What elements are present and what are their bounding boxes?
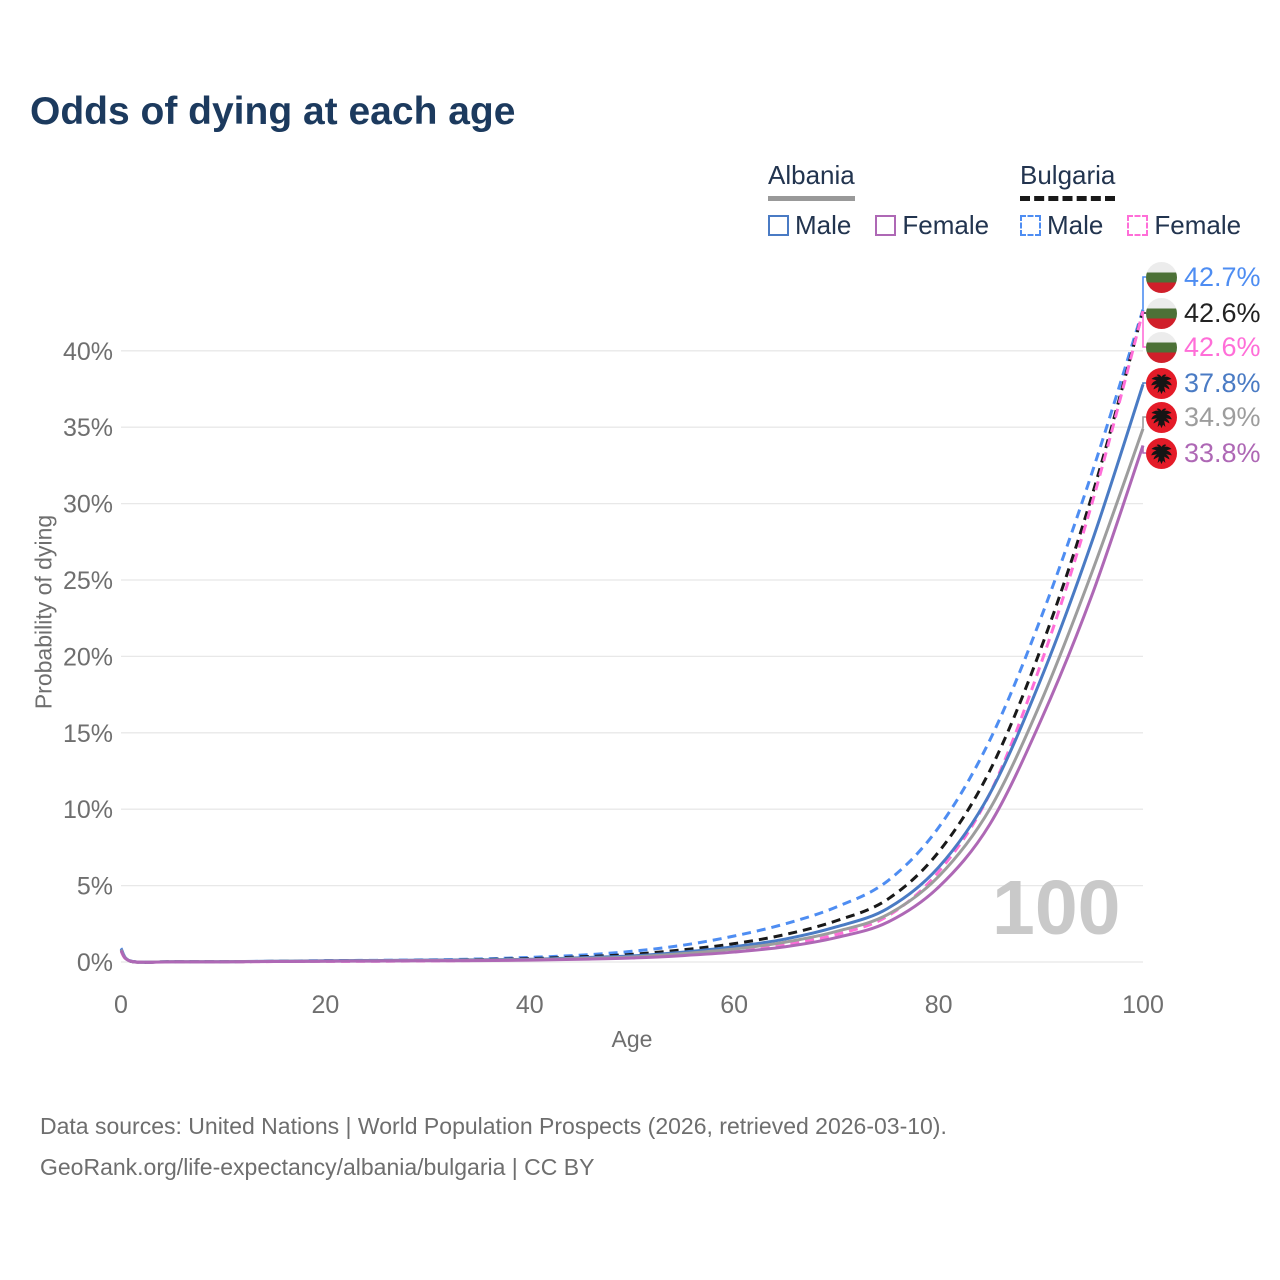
legend-label-bulgaria-female: Female [1154,210,1242,240]
end-label-connector [1142,382,1146,385]
end-label-connector [1142,311,1146,348]
end-label-value: 33.8% [1184,437,1261,468]
end-label-bulgaria-male: 42.7% [1146,261,1261,293]
legend-label-albania-female: Female [902,210,990,240]
end-label-bulgaria-female: 42.6% [1146,331,1261,363]
legend-label-bulgaria-male: Male [1047,210,1104,240]
albania-flag-icon [1146,367,1177,399]
y-tick-label: 20% [63,643,113,671]
legend-swatch-bulgaria-female-icon [1127,215,1149,236]
end-label-connector [1142,416,1146,429]
footer: Data sources: United Nations | World Pop… [40,1106,947,1188]
y-tick-label: 25% [63,567,113,595]
series-line-albania-female[interactable] [119,445,1145,964]
end-label-albania-both-sexes: 34.9% [1146,401,1261,433]
page-title: Odds of dying at each age [30,90,516,133]
end-label-value: 42.7% [1184,261,1261,292]
end-label-value: 42.6% [1184,331,1261,362]
legend-item-bulgaria-male[interactable]: Male [1020,210,1103,241]
x-tick-label: 80 [925,991,953,1019]
footer-data-sources: Data sources: United Nations | World Pop… [40,1113,947,1139]
legend-group-bulgaria: Bulgaria Male Female [1020,160,1241,241]
end-label-value: 37.8% [1184,367,1261,398]
y-tick-label: 5% [77,873,113,901]
line-chart: 0% 5% 10% 15% 20% 25% 30% 35% 40% 0 20 40 60 80 100 [63,276,1164,1019]
y-axis-title: Probability of dying [30,514,57,710]
series-line-albania-both-sexes[interactable] [119,428,1145,964]
watermark-age-100: 100 [992,865,1121,951]
x-axis-title: Age [611,1026,653,1052]
legend-country-albania: Albania [768,160,855,201]
legend-item-bulgaria-female[interactable]: Female [1127,210,1241,241]
x-tick-label: 60 [720,991,748,1019]
legend-item-albania-male[interactable]: Male [768,210,851,241]
end-label-connector [1142,276,1146,310]
series-line-albania-male[interactable] [119,383,1145,964]
bulgaria-flag-icon [1146,261,1177,293]
legend-group-albania: Albania Male Female [768,160,989,241]
legend-item-albania-female[interactable]: Female [875,210,989,241]
x-tick-label: 40 [516,991,544,1019]
y-tick-label: 40% [63,338,113,366]
bulgaria-flag-icon [1146,297,1177,329]
bulgaria-flag-icon [1146,331,1177,363]
x-tick-label: 0 [114,991,128,1019]
y-tick-label: 30% [63,491,113,519]
x-tick-label: 20 [311,991,339,1019]
end-label-albania-female: 33.8% [1146,437,1261,469]
legend-label-albania-male: Male [795,210,852,240]
end-label-value: 34.9% [1184,401,1261,432]
series-line-bulgaria-both-sexes[interactable] [119,310,1145,964]
end-label-bulgaria-both-sexes: 42.6% [1146,297,1261,329]
albania-flag-icon [1146,401,1177,433]
y-tick-label: 10% [63,796,113,824]
legend-swatch-albania-male-icon [768,215,789,236]
legend-swatch-albania-female-icon [875,215,897,236]
footer-attribution-link: GeoRank.org/life-expectancy/albania/bulg… [40,1154,595,1180]
albania-flag-icon [1146,437,1177,469]
series-line-bulgaria-female[interactable] [119,310,1145,964]
end-label-connector [1142,445,1146,454]
series-line-bulgaria-male[interactable] [119,309,1145,964]
y-tick-label: 0% [77,949,113,977]
y-tick-label: 15% [63,720,113,748]
end-label-albania-male: 37.8% [1146,367,1261,399]
x-tick-label: 100 [1122,991,1164,1019]
end-label-value: 42.6% [1184,297,1261,328]
legend-swatch-bulgaria-male-icon [1020,215,1041,236]
y-tick-label: 35% [63,414,113,442]
legend-country-bulgaria: Bulgaria [1020,160,1116,201]
